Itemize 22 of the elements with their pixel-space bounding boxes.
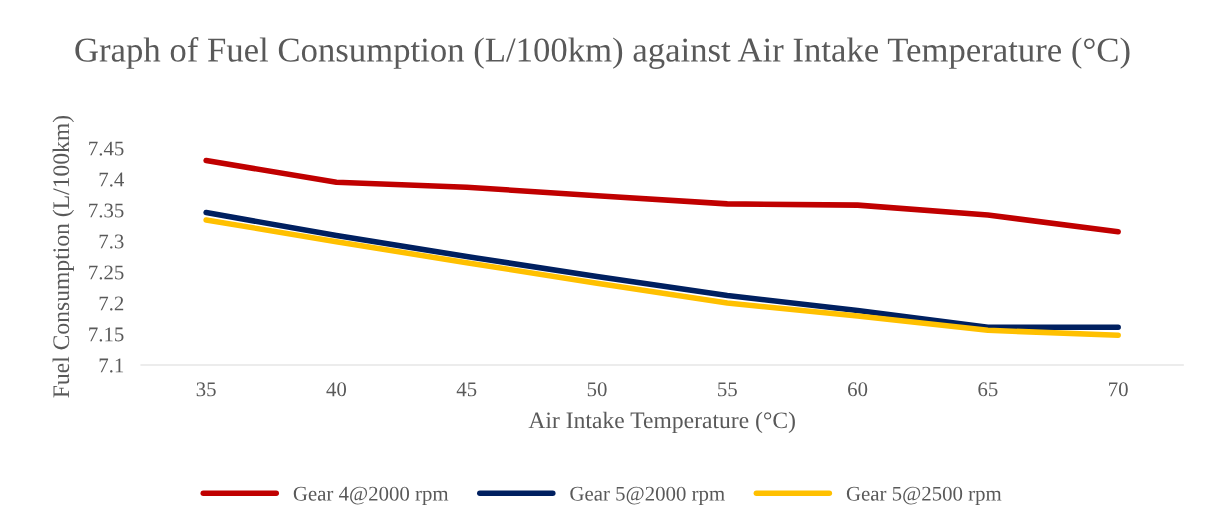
legend-label: Gear 5@2500 rpm: [846, 486, 1002, 505]
x-tick-label: 40: [326, 382, 347, 397]
x-tick-label: 45: [456, 382, 477, 397]
x-axis-title: Air Intake Temperature (°C): [528, 411, 795, 434]
x-tick-label: 35: [196, 382, 216, 397]
y-tick-label: 7.2: [99, 296, 124, 311]
legend-label: Gear 4@2000 rpm: [293, 486, 449, 505]
y-tick-label: 7.3: [99, 234, 124, 249]
y-tick-label: 7.15: [89, 327, 124, 342]
y-tick-label: 7.1: [99, 358, 124, 373]
y-tick-label: 7.4: [99, 172, 124, 187]
y-tick-label: 7.25: [89, 265, 124, 280]
chart-title: Graph of Fuel Consumption (L/100km) against Air Intake Temperature (°C): [75, 37, 1130, 69]
x-tick-label: 55: [718, 382, 737, 397]
y-axis-title: Fuel Consumption (L/100km): [52, 115, 74, 398]
x-tick-label: 65: [978, 382, 998, 397]
y-tick-label: 7.35: [89, 203, 124, 218]
x-tick-label: 60: [848, 382, 868, 397]
x-tick-label: 50: [587, 382, 607, 397]
legend-label: Gear 5@2000 rpm: [570, 486, 725, 505]
x-tick-label: 70: [1109, 382, 1128, 397]
y-tick-label: 7.45: [89, 141, 124, 156]
